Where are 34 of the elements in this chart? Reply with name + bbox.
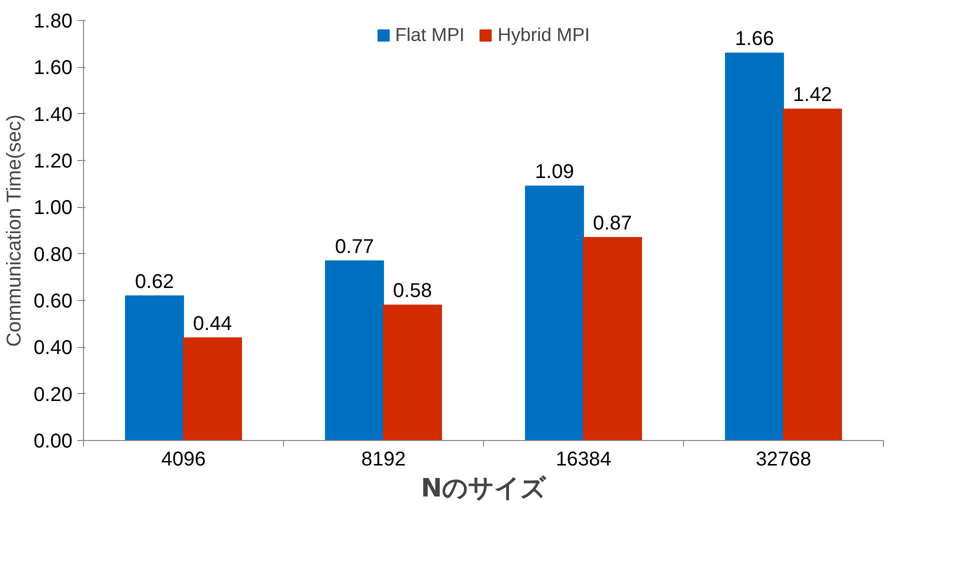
bar — [525, 186, 584, 440]
x-axis-title: Nのサイズ — [420, 472, 546, 502]
bar — [783, 108, 842, 440]
bar — [125, 295, 184, 440]
bar — [325, 260, 384, 440]
legend-label: Flat MPI — [395, 24, 465, 46]
legend-label: Hybrid MPI — [498, 24, 590, 46]
bar — [583, 237, 642, 440]
y-tick-label: 0.80 — [34, 244, 73, 266]
y-tick-label: 1.40 — [34, 104, 73, 126]
data-label: 0.62 — [135, 270, 174, 293]
y-tick-label: 0.40 — [34, 337, 73, 360]
data-label: 0.77 — [335, 236, 374, 258]
x-tick-label: 32768 — [756, 448, 812, 470]
y-tick-label: 1.80 — [34, 10, 73, 32]
x-tick-label: 4096 — [161, 448, 206, 470]
bar — [183, 337, 242, 440]
y-tick-label: 1.60 — [34, 57, 73, 80]
y-tick-label: 1.20 — [34, 150, 73, 172]
y-axis-title: Communication Time(sec) — [4, 114, 26, 347]
y-tick-label: 0.00 — [34, 430, 73, 452]
data-label: 1.42 — [793, 84, 832, 106]
y-tick-label: 0.20 — [34, 384, 73, 406]
data-label: 1.09 — [535, 161, 574, 184]
data-label: 0.44 — [193, 312, 232, 335]
data-label: 1.66 — [735, 28, 774, 50]
data-label: 0.58 — [393, 280, 432, 302]
bar — [725, 52, 784, 440]
bar — [383, 304, 442, 440]
y-tick-label: 1.00 — [34, 197, 73, 220]
y-tick-label: 0.60 — [34, 290, 73, 312]
x-tick-label: 8192 — [361, 448, 406, 470]
x-tick-label: 16384 — [556, 448, 612, 470]
data-label: 0.87 — [593, 212, 632, 234]
